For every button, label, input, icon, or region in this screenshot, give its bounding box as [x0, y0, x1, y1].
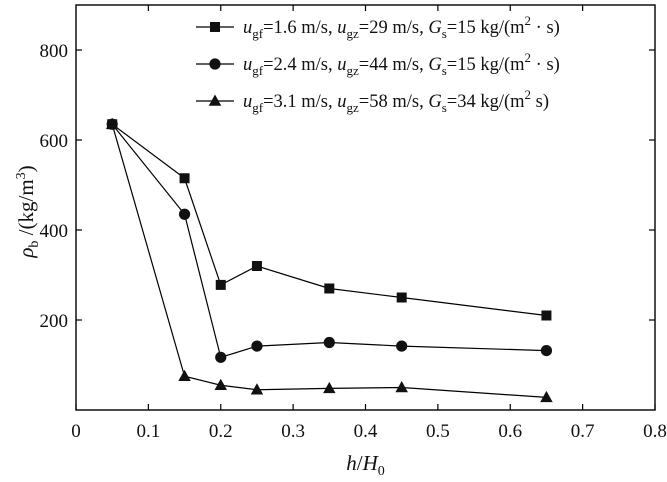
x-tick-label: 0.5 [426, 421, 450, 442]
y-tick-label: 600 [40, 131, 69, 152]
x-tick-label: 0 [71, 421, 81, 442]
data-point-circle [323, 336, 335, 349]
data-point-square [251, 261, 262, 271]
y-tick-label: 800 [40, 41, 69, 62]
legend: ugf=1.6 m/s, ugz=29 m/s, Gs=15 kg/(m2 · … [196, 13, 560, 115]
y-tick-label: 400 [40, 221, 69, 242]
legend-item-square: ugf=1.6 m/s, ugz=29 m/s, Gs=15 kg/(m2 · … [196, 13, 560, 41]
data-point-circle [396, 340, 408, 352]
x-tick-label: 0.1 [137, 421, 161, 442]
x-tick-label: 0.4 [354, 421, 378, 442]
data-point-square [541, 310, 552, 321]
y-axis-label: ρb /(kg/m3) [14, 165, 42, 258]
data-point-triangle [250, 383, 264, 395]
y-tick-label: 200 [40, 311, 69, 332]
data-point-triangle [105, 117, 119, 129]
data-point-circle [178, 208, 191, 220]
series-triangle [105, 117, 553, 403]
data-point-triangle [540, 390, 553, 403]
legend-label: ugf=3.1 m/s, ugz=58 m/s, Gs=34 kg/(m2 s) [243, 87, 549, 115]
axis-labels: h/H0 ρb /(kg/m3) [14, 165, 385, 479]
data-point-triangle [214, 378, 227, 390]
series-circle [106, 118, 553, 363]
legend-item-triangle: ugf=3.1 m/s, ugz=58 m/s, Gs=34 kg/(m2 s) [196, 87, 549, 115]
x-axis-label: h/H0 [346, 451, 385, 479]
legend-marker-triangle [208, 94, 222, 106]
x-tick-label: 0.2 [209, 421, 233, 442]
x-tick-label: 0.6 [498, 421, 522, 442]
data-point-square [396, 292, 407, 303]
x-tick-label: 0.7 [571, 421, 595, 442]
data-point-triangle [323, 381, 336, 394]
legend-item-circle: ugf=2.4 m/s, ugz=44 m/s, Gs=15 kg/(m2 · … [196, 50, 560, 78]
data-point-square [179, 173, 190, 184]
data-point-circle [540, 345, 553, 357]
x-tick-label: 0.3 [281, 421, 305, 442]
legend-label: ugf=1.6 m/s, ugz=29 m/s, Gs=15 kg/(m2 · … [243, 13, 560, 41]
data-point-circle [215, 351, 227, 363]
series-group [105, 117, 553, 403]
legend-marker-circle [209, 58, 221, 70]
data-point-circle [251, 340, 263, 352]
data-point-square [215, 279, 226, 290]
data-point-square [324, 283, 335, 294]
series-square [107, 119, 552, 321]
series-line-circle [111, 123, 547, 359]
x-tick-label: 0.8 [643, 421, 667, 442]
series-line-triangle [111, 124, 547, 398]
data-point-triangle [395, 380, 408, 393]
ticks: 0 0.1 0.2 0.3 0.4 0.5 0.6 0.7 0.8 200 400 600 800 [40, 5, 667, 442]
legend-label: ugf=2.4 m/s, ugz=44 m/s, Gs=15 kg/(m2 · … [243, 50, 560, 78]
data-point-triangle [178, 369, 191, 381]
legend-marker-square [210, 22, 220, 32]
